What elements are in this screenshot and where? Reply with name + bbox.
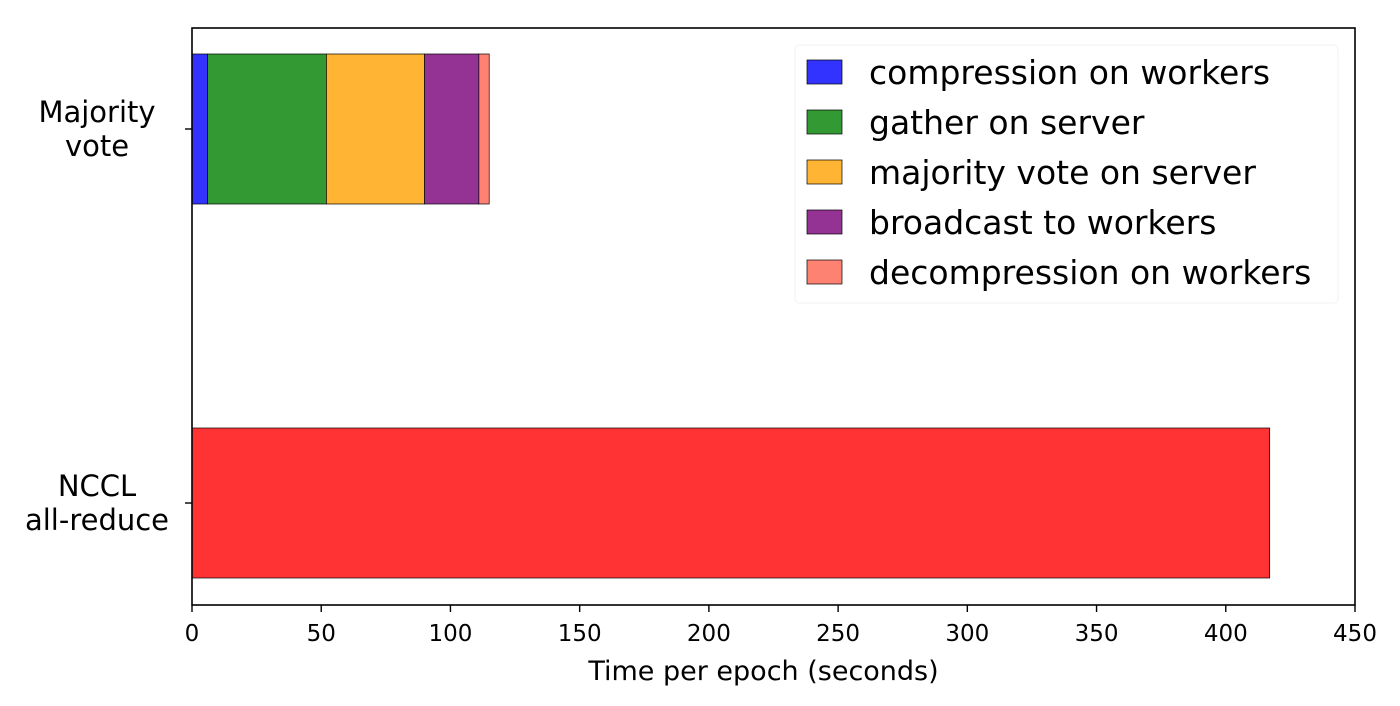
legend-label: gather on server [869,103,1145,142]
x-tick-label: 250 [816,621,860,647]
legend-label: broadcast to workers [869,203,1217,242]
bar-nccl-segment-5 [191,427,1271,579]
x-axis-title: Time per epoch (seconds) [587,656,938,687]
x-tick-label: 350 [1075,621,1119,647]
x-tick-label: 0 [185,621,200,647]
bar-majority-segment-0 [191,53,208,205]
category-label-nccl: all-reduce [25,503,169,537]
legend: compression on workers gather on server ma… [794,44,1339,304]
legend-swatch [806,259,843,285]
legend-swatch [806,209,843,235]
x-tick-label: 300 [945,621,989,647]
x-tick-label: 50 [307,621,336,647]
legend-swatch [806,109,843,135]
bar-majority-segment-3 [424,53,480,205]
legend-swatch [806,59,843,85]
bar-majority-segment-4 [478,53,490,205]
category-label-majority: vote [65,129,129,163]
bar-majority-segment-2 [326,53,425,205]
legend-label: majority vote on server [869,153,1256,192]
bar-majority-segment-1 [207,53,327,205]
plot-frame [191,27,1356,606]
x-tick-label: 200 [687,621,731,647]
category-label-nccl: NCCL [58,469,136,503]
bars-layer [191,53,1271,579]
legend-label: decompression on workers [869,253,1311,292]
legend-label: compression on workers [869,53,1270,92]
legend-swatch [806,159,843,185]
legend-box [794,44,1339,304]
category-label-majority: Majority [38,95,155,129]
x-tick-label: 150 [558,621,602,647]
x-tick-label: 400 [1204,621,1248,647]
x-tick-label: 100 [428,621,472,647]
x-tick-label: 450 [1333,621,1377,647]
